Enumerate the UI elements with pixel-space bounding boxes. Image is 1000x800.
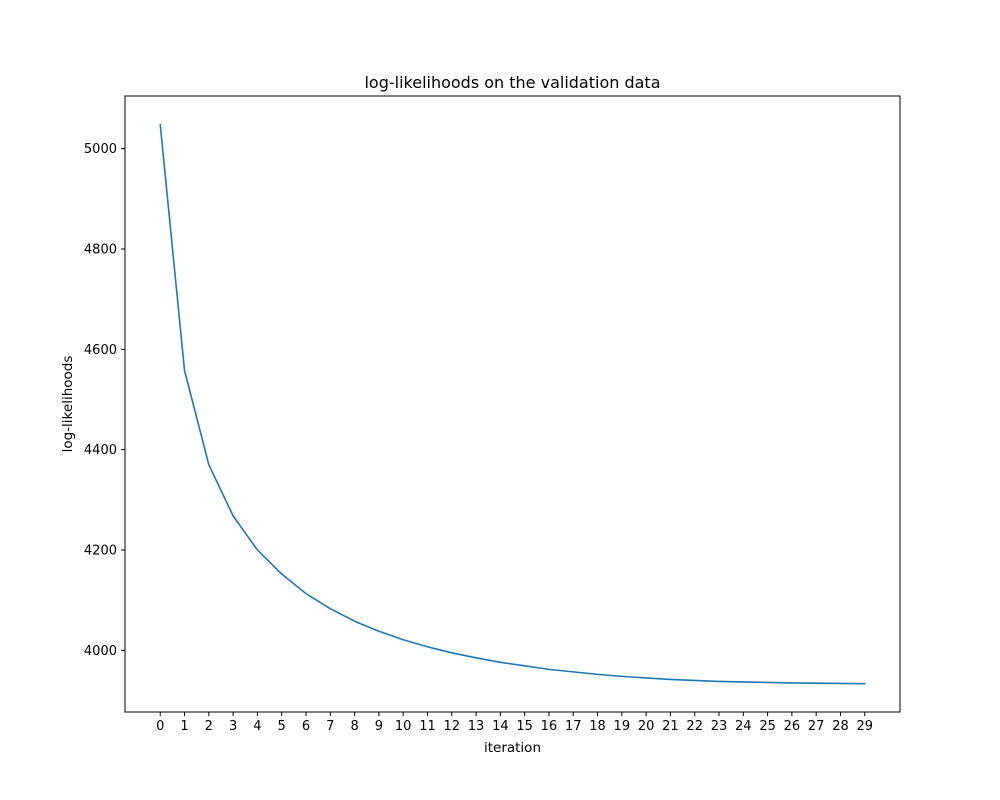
x-tick-label: 29	[856, 719, 873, 734]
x-tick-label: 23	[711, 719, 728, 734]
x-tick-label: 22	[686, 719, 703, 734]
x-tick-label: 9	[375, 719, 383, 734]
series-line-0	[159, 123, 866, 685]
series-layer	[159, 123, 866, 685]
x-tick-label: 16	[541, 719, 558, 734]
x-tick-label: 21	[662, 719, 679, 734]
y-axis-label: log-likelihoods	[60, 356, 76, 453]
x-tick-label: 24	[735, 719, 752, 734]
x-tick-label: 15	[516, 719, 533, 734]
x-tick-label: 25	[759, 719, 776, 734]
x-axis-label: iteration	[484, 740, 541, 756]
y-axis-ticks: 4000 4200 4400 4600 4800 5000	[84, 142, 125, 659]
chart-title: log-likelihoods on the validation data	[364, 73, 660, 92]
y-tick-label: 4000	[84, 644, 117, 659]
y-tick-label: 4800	[84, 242, 117, 257]
y-tick-label: 5000	[84, 142, 117, 157]
x-tick-label: 5	[278, 719, 286, 734]
x-tick-label: 17	[565, 719, 582, 734]
x-tick-label: 7	[326, 719, 334, 734]
x-axis-ticks: 0 1 2 3 4 5 6 7 8 9 10 11 12 13 14 15 16 17 18 19 20 21 22 23 24…	[156, 712, 873, 734]
x-tick-label: 10	[395, 719, 412, 734]
x-tick-label: 1	[180, 719, 188, 734]
x-tick-label: 11	[419, 719, 436, 734]
y-tick-label: 4400	[84, 443, 117, 458]
x-tick-label: 0	[156, 719, 164, 734]
plot-area-frame	[124, 95, 901, 713]
y-tick-label: 4600	[84, 343, 117, 358]
x-tick-label: 20	[638, 719, 655, 734]
x-tick-label: 27	[808, 719, 825, 734]
x-tick-label: 13	[468, 719, 485, 734]
x-tick-label: 6	[302, 719, 310, 734]
x-tick-label: 3	[229, 719, 237, 734]
x-tick-label: 18	[589, 719, 606, 734]
x-tick-label: 2	[205, 719, 213, 734]
y-tick-label: 4200	[84, 543, 117, 558]
x-tick-label: 19	[614, 719, 631, 734]
x-tick-label: 4	[253, 719, 261, 734]
x-tick-label: 12	[443, 719, 460, 734]
x-tick-label: 14	[492, 719, 509, 734]
x-tick-label: 26	[784, 719, 801, 734]
x-tick-label: 28	[832, 719, 849, 734]
x-tick-label: 8	[350, 719, 358, 734]
